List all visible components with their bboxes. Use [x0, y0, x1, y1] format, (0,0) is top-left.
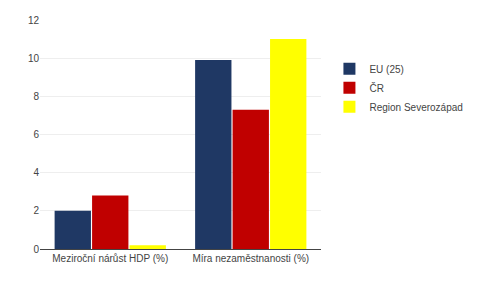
svg-text:0: 0 [33, 244, 39, 255]
svg-text:4: 4 [33, 167, 39, 178]
svg-text:8: 8 [33, 91, 39, 102]
svg-text:12: 12 [28, 15, 40, 26]
svg-text:2: 2 [33, 205, 39, 216]
svg-text:10: 10 [28, 53, 40, 64]
svg-text:EU (25): EU (25) [369, 64, 403, 75]
svg-text:Míra nezaměstnanosti (%): Míra nezaměstnanosti (%) [192, 253, 309, 264]
svg-text:Region Severozápad: Region Severozápad [369, 102, 462, 113]
svg-text:6: 6 [33, 129, 39, 140]
svg-text:ČR: ČR [369, 82, 383, 94]
svg-text:Meziroční nárůst HDP (%): Meziroční nárůst HDP (%) [52, 253, 168, 264]
